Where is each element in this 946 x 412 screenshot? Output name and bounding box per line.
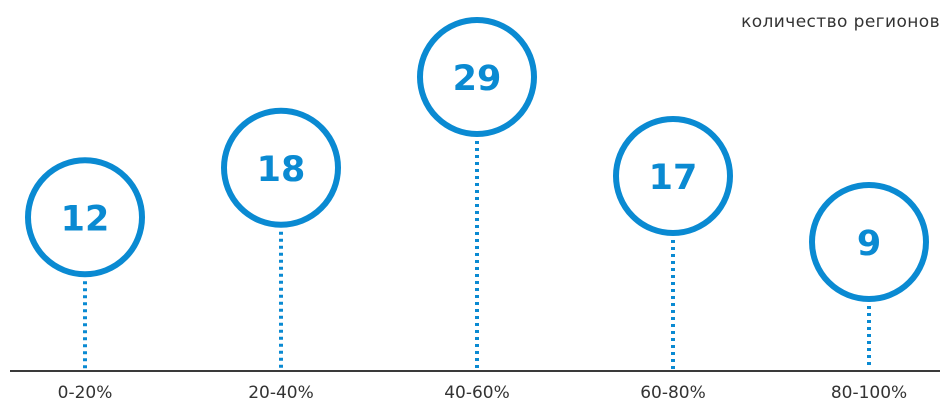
lollipop-circle: [221, 107, 341, 228]
value-label: 17: [649, 158, 698, 198]
x-tick-label: 20-40%: [248, 383, 314, 403]
x-tick-label: 60-80%: [640, 383, 706, 403]
value-label: 12: [61, 199, 110, 239]
value-label: 18: [257, 150, 306, 190]
x-tick-label: 0-20%: [58, 383, 113, 403]
x-tick-label: 40-60%: [444, 383, 510, 403]
lollipop-circle: [25, 157, 145, 278]
lollipop-circle: [613, 116, 733, 236]
lollipop-circle: [809, 182, 929, 302]
unit-label: количество регионов: [741, 12, 940, 32]
value-label: 29: [453, 59, 502, 99]
x-tick-label: 80-100%: [831, 383, 907, 403]
lollipop-circle: [417, 17, 537, 137]
value-label: 9: [857, 224, 881, 264]
